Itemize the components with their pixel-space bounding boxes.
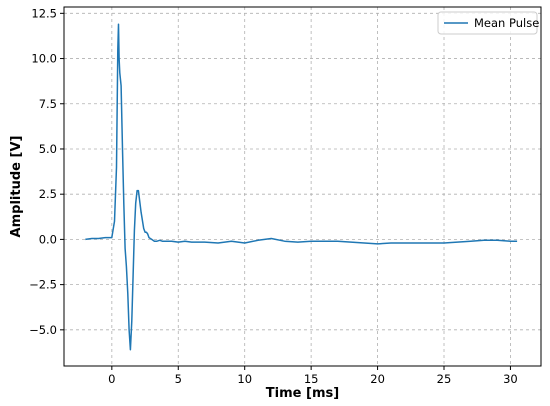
ticks: 0 5 10 15 20 25 30 −5.0 −2.5 0.0 2.5 5.0 7.5 10.0 12.5 — [29, 6, 518, 386]
y-tick-label: 7.5 — [39, 97, 57, 111]
x-axis-label: Time [ms] — [266, 386, 339, 401]
x-tick-label: 5 — [175, 372, 182, 386]
legend-label: Mean Pulse — [474, 16, 539, 30]
x-tick-label: 10 — [237, 372, 252, 386]
series-line-mean-pulse — [85, 23, 518, 351]
y-tick-label: −2.5 — [29, 278, 57, 292]
legend: Mean Pulse — [437, 11, 539, 35]
x-tick-label: 0 — [108, 372, 115, 386]
y-tick-label: 2.5 — [39, 187, 57, 201]
legend-box — [437, 11, 538, 35]
series-layer — [85, 23, 518, 351]
y-axis-label: Amplitude [V] — [9, 136, 24, 238]
x-tick-label: 25 — [437, 372, 452, 386]
y-tick-label: −5.0 — [29, 323, 57, 337]
y-tick-label: 10.0 — [31, 52, 57, 66]
y-tick-label: 12.5 — [31, 6, 57, 20]
y-tick-label: 0.0 — [39, 232, 57, 246]
y-tick-label: 5.0 — [39, 142, 57, 156]
x-tick-label: 20 — [370, 372, 385, 386]
x-tick-label: 15 — [304, 372, 319, 386]
x-tick-label: 30 — [503, 372, 518, 386]
plot-frame — [63, 6, 542, 367]
